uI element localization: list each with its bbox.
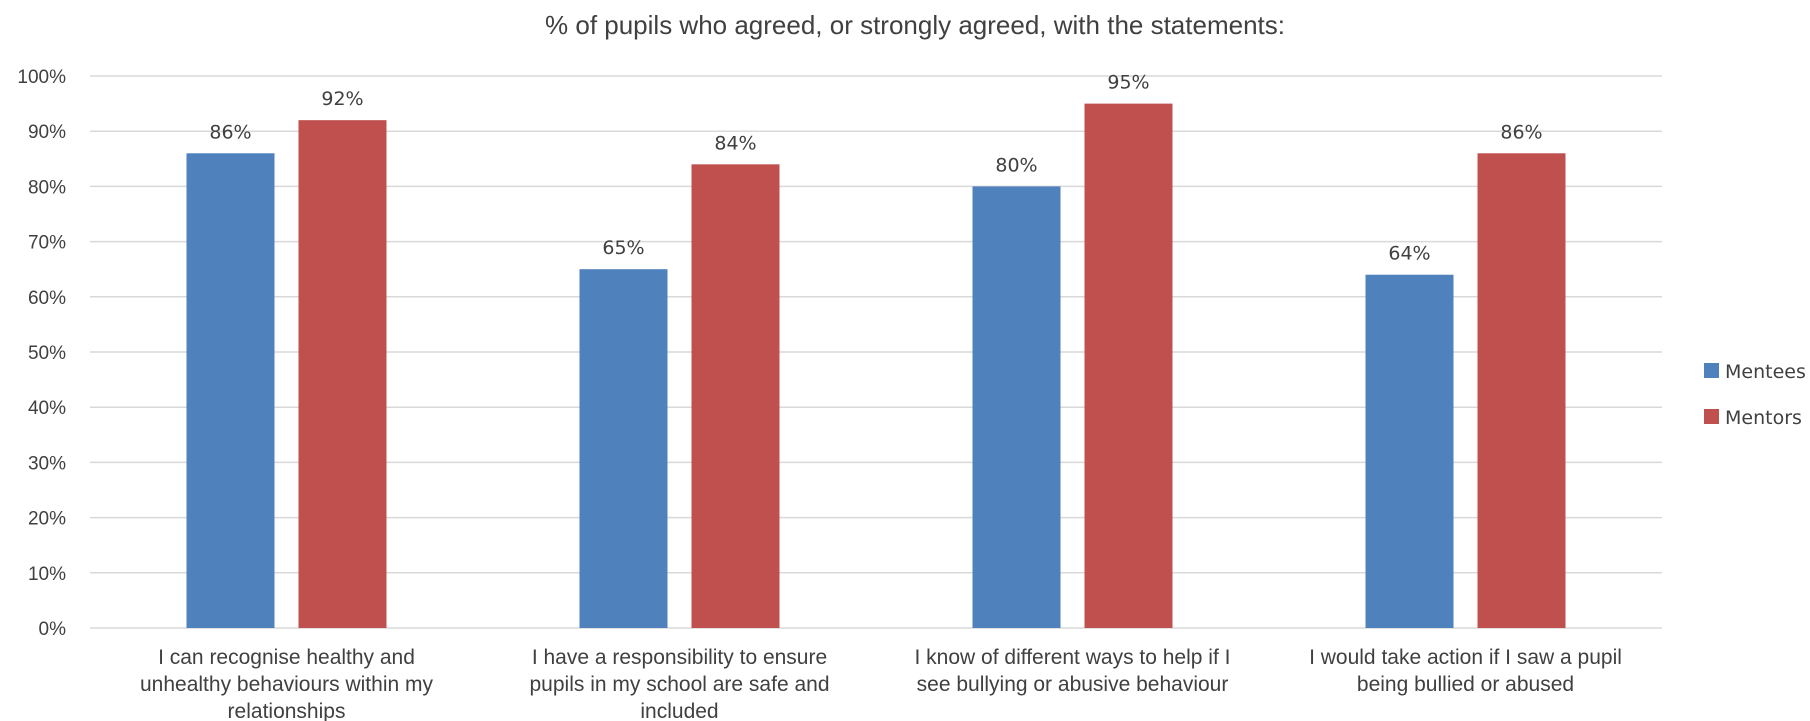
bar-mentees [186,153,275,628]
data-labels: 86% 92% 65% 84% 80% 95% 64% 86% [209,72,1542,265]
y-tick-label: 0% [39,619,67,640]
data-label: 95% [1107,72,1149,94]
x-tick-label-line: unhealthy behaviours within my [140,673,433,696]
x-tick-label: I have a responsibility to ensure pupils … [530,646,830,721]
x-tick-label: I know of different ways to help if I see… [915,646,1231,696]
y-axis-ticks: 0% 10% 20% 30% 40% 50% 60% 70% 80% 90% 100% [17,67,66,640]
x-tick-label-line: I know of different ways to help if I [915,646,1231,669]
bar-mentees [1365,274,1454,628]
data-label: 86% [1500,121,1542,143]
y-tick-label: 10% [28,564,66,585]
x-tick-label: I would take action if I saw a pupil bein… [1309,646,1622,696]
x-tick-label-line: I would take action if I saw a pupil [1309,646,1622,669]
bar-mentors [298,120,387,628]
legend-swatch-mentors [1704,409,1719,424]
bar-mentors [691,164,780,628]
data-label: 86% [209,121,251,143]
legend: Mentees Mentors [1704,361,1806,429]
x-tick-label: I can recognise healthy and unhealthy beh… [140,646,433,721]
x-tick-label-line: see bullying or abusive behaviour [917,673,1229,696]
bars [186,103,1566,629]
y-tick-label: 80% [28,177,66,198]
legend-label: Mentees [1725,361,1806,383]
data-label: 64% [1388,243,1430,265]
bar-mentees [579,269,668,628]
x-tick-label-line: relationships [228,700,346,721]
y-tick-label: 50% [28,343,66,364]
data-label: 84% [714,132,756,154]
y-tick-label: 30% [28,453,66,474]
bar-mentees [972,186,1061,628]
x-axis-labels: I can recognise healthy and unhealthy beh… [140,646,1622,721]
data-label: 65% [602,237,644,259]
y-tick-label: 100% [17,67,66,88]
legend-swatch-mentees [1704,363,1719,378]
x-tick-label-line: I have a responsibility to ensure [532,646,827,669]
x-tick-label-line: included [640,700,718,721]
data-label: 92% [321,88,363,110]
bar-mentors [1084,103,1173,629]
y-tick-label: 60% [28,288,66,309]
x-tick-label-line: being bullied or abused [1357,673,1574,696]
bar-mentors [1477,153,1566,628]
y-tick-label: 90% [28,122,66,143]
chart-title: % of pupils who agreed, or strongly agre… [545,10,1285,40]
legend-label: Mentors [1725,407,1802,429]
x-tick-label-line: I can recognise healthy and [158,646,415,669]
data-label: 80% [995,154,1037,176]
y-tick-label: 40% [28,398,66,419]
x-tick-label-line: pupils in my school are safe and [530,673,830,696]
y-tick-label: 70% [28,233,66,254]
y-tick-label: 20% [28,509,66,530]
